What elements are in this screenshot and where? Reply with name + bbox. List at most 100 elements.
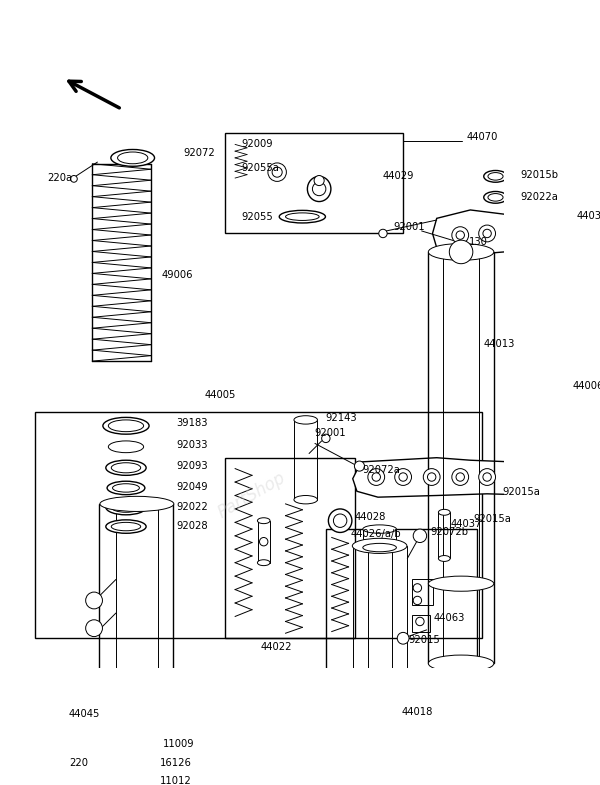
Text: 92055: 92055 xyxy=(242,212,274,221)
Ellipse shape xyxy=(109,420,143,432)
Text: 49006: 49006 xyxy=(161,271,193,280)
Text: 92072: 92072 xyxy=(183,148,215,158)
Ellipse shape xyxy=(439,556,450,561)
Circle shape xyxy=(512,229,521,238)
Text: 44063: 44063 xyxy=(433,613,465,623)
Text: 44018: 44018 xyxy=(401,707,433,717)
Text: 92009: 92009 xyxy=(242,140,274,149)
Text: 44005: 44005 xyxy=(205,389,236,400)
Ellipse shape xyxy=(146,761,156,765)
Circle shape xyxy=(413,529,427,542)
Ellipse shape xyxy=(363,543,397,552)
Ellipse shape xyxy=(111,462,140,473)
Text: 44026/a/b: 44026/a/b xyxy=(351,529,401,539)
Text: 92001: 92001 xyxy=(314,429,346,438)
Circle shape xyxy=(536,225,553,242)
Bar xyxy=(363,529,397,548)
Bar xyxy=(326,529,477,739)
Ellipse shape xyxy=(362,701,397,713)
Ellipse shape xyxy=(107,481,145,495)
Circle shape xyxy=(328,509,352,532)
Ellipse shape xyxy=(106,500,146,515)
Text: 92093: 92093 xyxy=(176,461,208,471)
Text: 92028: 92028 xyxy=(176,520,208,531)
Ellipse shape xyxy=(103,418,149,434)
Text: 11012: 11012 xyxy=(160,776,191,785)
Text: 130: 130 xyxy=(469,237,488,246)
Circle shape xyxy=(334,514,347,528)
Ellipse shape xyxy=(118,152,148,164)
Bar xyxy=(225,458,355,638)
Circle shape xyxy=(71,176,77,182)
Circle shape xyxy=(145,773,157,785)
Circle shape xyxy=(399,473,407,481)
Circle shape xyxy=(423,469,440,485)
Ellipse shape xyxy=(428,243,494,261)
Text: 92015: 92015 xyxy=(408,635,440,645)
Ellipse shape xyxy=(100,732,174,747)
Text: 92055a: 92055a xyxy=(242,163,280,173)
Circle shape xyxy=(355,461,364,471)
Circle shape xyxy=(510,473,518,481)
Text: 92143: 92143 xyxy=(326,413,358,423)
Text: 44037: 44037 xyxy=(450,519,482,529)
Ellipse shape xyxy=(428,655,494,672)
Circle shape xyxy=(117,746,124,753)
Text: 44006: 44006 xyxy=(573,382,600,391)
Circle shape xyxy=(483,473,491,481)
Text: 44022: 44022 xyxy=(260,641,292,652)
Circle shape xyxy=(272,167,282,177)
Text: 92072a: 92072a xyxy=(363,466,401,475)
Text: PartShop: PartShop xyxy=(215,469,289,522)
Ellipse shape xyxy=(313,182,326,195)
Ellipse shape xyxy=(145,742,158,750)
Ellipse shape xyxy=(109,441,143,453)
Circle shape xyxy=(397,633,409,644)
Bar xyxy=(412,615,430,632)
Ellipse shape xyxy=(307,177,331,202)
Ellipse shape xyxy=(484,192,507,203)
Ellipse shape xyxy=(363,525,397,533)
Polygon shape xyxy=(353,458,571,497)
Circle shape xyxy=(372,473,380,481)
Text: 92015a: 92015a xyxy=(473,514,512,524)
Circle shape xyxy=(452,227,469,243)
Bar xyxy=(107,714,191,735)
Circle shape xyxy=(86,620,103,637)
Circle shape xyxy=(479,225,496,242)
Circle shape xyxy=(268,163,286,181)
Ellipse shape xyxy=(279,210,325,223)
Text: 11009: 11009 xyxy=(163,739,194,749)
Ellipse shape xyxy=(484,170,507,182)
Text: 44029: 44029 xyxy=(383,171,415,181)
Bar xyxy=(111,732,178,785)
Bar xyxy=(428,252,494,663)
Circle shape xyxy=(456,473,464,481)
Circle shape xyxy=(260,538,268,546)
Circle shape xyxy=(427,473,436,481)
Circle shape xyxy=(413,584,422,592)
Text: 92033: 92033 xyxy=(176,440,208,450)
Ellipse shape xyxy=(355,698,405,717)
Ellipse shape xyxy=(106,460,146,476)
Circle shape xyxy=(86,592,103,609)
Ellipse shape xyxy=(428,576,494,591)
Circle shape xyxy=(314,176,324,185)
Ellipse shape xyxy=(100,496,174,512)
Text: 92072b: 92072b xyxy=(430,528,468,538)
Circle shape xyxy=(506,469,523,485)
Ellipse shape xyxy=(352,677,407,692)
Circle shape xyxy=(416,617,424,626)
Polygon shape xyxy=(433,210,571,256)
Text: 16126: 16126 xyxy=(160,758,191,768)
Text: 44045: 44045 xyxy=(69,709,100,719)
Text: 92022a: 92022a xyxy=(521,192,559,202)
Ellipse shape xyxy=(488,194,503,201)
Ellipse shape xyxy=(286,213,319,221)
Text: 44070: 44070 xyxy=(467,132,499,142)
Bar xyxy=(353,546,407,685)
Circle shape xyxy=(395,469,412,485)
Circle shape xyxy=(456,231,464,239)
Text: 220: 220 xyxy=(69,758,88,768)
Circle shape xyxy=(452,469,469,485)
